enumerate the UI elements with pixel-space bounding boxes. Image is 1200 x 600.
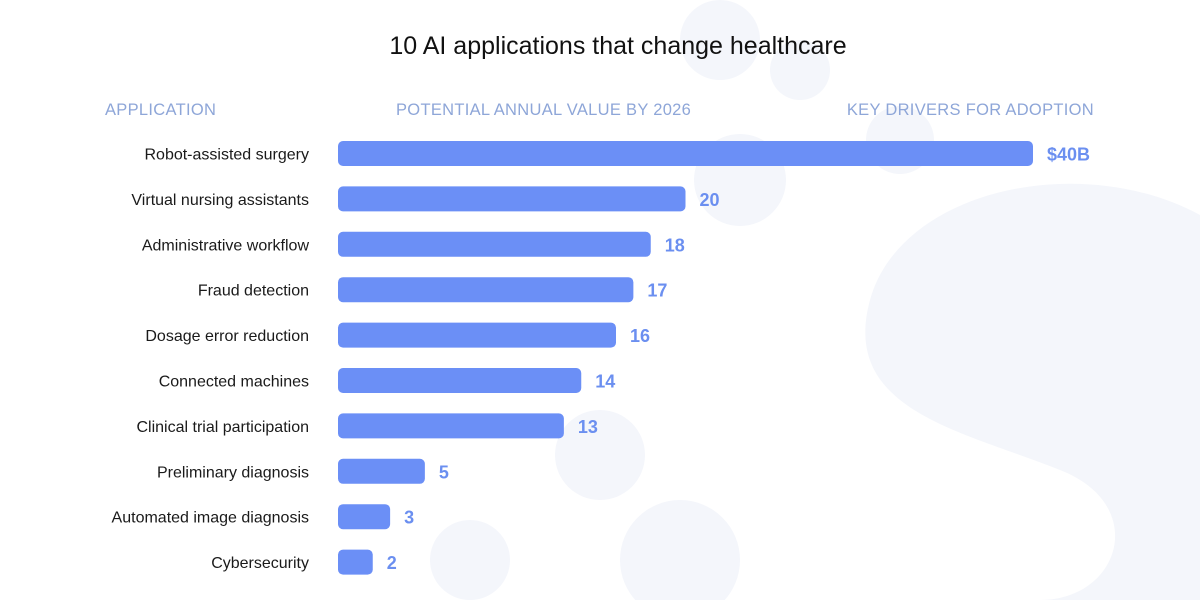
value-label: 14 bbox=[595, 372, 615, 392]
value-label: 20 bbox=[700, 190, 720, 210]
category-label: Fraud detection bbox=[198, 283, 309, 300]
category-label: Automated image diagnosis bbox=[112, 510, 309, 527]
bar bbox=[338, 458, 425, 484]
category-label: Robot-assisted surgery bbox=[144, 147, 309, 164]
category-label: Virtual nursing assistants bbox=[131, 192, 309, 209]
category-label: Dosage error reduction bbox=[145, 328, 309, 345]
bar bbox=[338, 186, 686, 212]
bar bbox=[338, 322, 616, 348]
bar bbox=[338, 549, 373, 575]
bar bbox=[338, 141, 1033, 166]
application-column-header: APPLICATION bbox=[105, 101, 217, 119]
value-label: 18 bbox=[665, 235, 685, 255]
category-label: Connected machines bbox=[159, 374, 309, 391]
chart-title: 10 AI applications that change healthcar… bbox=[389, 32, 847, 60]
value-label: 16 bbox=[630, 326, 650, 346]
category-label: Preliminary diagnosis bbox=[157, 464, 309, 481]
category-label: Clinical trial participation bbox=[136, 419, 309, 436]
value-label: 17 bbox=[647, 281, 667, 301]
category-label: Cybersecurity bbox=[211, 555, 309, 572]
bar bbox=[338, 231, 651, 257]
bar bbox=[338, 368, 582, 393]
drivers-column-header: KEY DRIVERS FOR ADOPTION bbox=[846, 101, 1094, 119]
value-label: 3 bbox=[404, 508, 414, 528]
bar bbox=[338, 504, 391, 530]
value-label: $40B bbox=[1047, 145, 1090, 165]
value-label: 13 bbox=[578, 417, 598, 437]
value-column-header: POTENTIAL ANNUAL VALUE BY 2026 bbox=[396, 101, 692, 119]
category-label: Administrative workflow bbox=[142, 237, 310, 254]
bar bbox=[338, 413, 564, 439]
value-label: 2 bbox=[387, 553, 397, 573]
bar bbox=[338, 277, 634, 303]
value-label: 5 bbox=[439, 462, 449, 482]
